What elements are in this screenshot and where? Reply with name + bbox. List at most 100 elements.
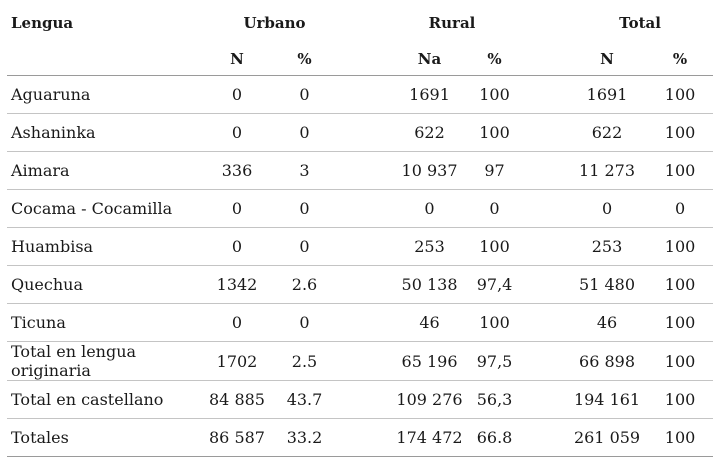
cell-urbano-pct: 3 [299, 161, 310, 180]
header-spacer [517, 4, 567, 42]
cell-rural-pct: 100 [479, 237, 510, 256]
cell-total-n: 0 [601, 199, 613, 218]
sub-header-rural-pct: % [487, 49, 502, 68]
table-row: Huambisa 0 0 253 100 253 100 [7, 228, 714, 266]
cell-rural-n: 65 196 [401, 351, 458, 371]
cell-spacer [342, 190, 387, 228]
header-spacer [342, 4, 387, 42]
cell-urbano-pct: 43.7 [286, 390, 323, 409]
cell-lengua: Aguaruna [11, 85, 91, 104]
cell-spacer [342, 228, 387, 266]
cell-total-pct: 100 [664, 237, 696, 256]
cell-rural-pct: 100 [479, 313, 510, 332]
sub-header-urbano-pct: % [297, 49, 312, 68]
table-row: Quechua 1342 2.6 50 138 97,4 51 480 100 [7, 266, 714, 304]
cell-spacer [342, 342, 387, 381]
cell-total-pct: 100 [664, 351, 696, 371]
cell-total-n: 66 898 [579, 351, 636, 371]
cell-spacer [342, 76, 387, 114]
table-row: Total en lengua originaria 1702 2.5 65 196 9… [7, 342, 714, 381]
cell-rural-pct: 66.8 [476, 428, 513, 447]
sub-header-rural-n: Na [417, 49, 442, 68]
header-lengua: Lengua [11, 14, 74, 32]
cell-rural-n: 50 138 [401, 275, 458, 294]
cell-spacer [517, 152, 567, 190]
cell-urbano-n: 84 885 [209, 390, 265, 409]
sub-header-spacer [517, 42, 567, 76]
cell-rural-n: 622 [414, 123, 445, 142]
cell-rural-pct: 97,4 [476, 275, 513, 294]
cell-total-n: 194 161 [573, 390, 641, 409]
cell-urbano-n: 1342 [216, 275, 258, 294]
cell-total-pct: 100 [664, 275, 696, 294]
cell-spacer [517, 381, 567, 419]
cell-rural-pct: 56,3 [476, 390, 513, 409]
cell-total-pct: 0 [674, 199, 686, 218]
sub-header-row: N % Na % N % [7, 42, 714, 76]
sub-header-empty [7, 42, 207, 76]
cell-rural-pct: 97 [484, 161, 505, 180]
cell-urbano-pct: 2.6 [291, 275, 318, 294]
table-row: Ticuna 0 0 46 100 46 100 [7, 304, 714, 342]
cell-rural-n: 174 472 [396, 428, 463, 447]
cell-spacer [342, 304, 387, 342]
cell-total-pct: 100 [664, 123, 696, 142]
sub-header-total-n: N [600, 49, 614, 68]
cell-lengua: Huambisa [11, 237, 94, 256]
cell-spacer [517, 76, 567, 114]
cell-total-n: 261 059 [573, 428, 641, 447]
cell-total-pct: 100 [664, 428, 696, 447]
sub-header-spacer [342, 42, 387, 76]
cell-rural-n: 1691 [409, 85, 450, 104]
group-header-row: Lengua Urbano Rural Total [7, 4, 713, 42]
cell-total-pct: 100 [664, 85, 696, 104]
table-row: Totales 86 587 33.2 174 472 66.8 261 059 100 [7, 419, 714, 457]
cell-total-n: 253 [591, 237, 623, 256]
cell-lengua: Cocama - Cocamilla [11, 199, 173, 218]
cell-urbano-pct: 0 [299, 85, 310, 104]
cell-urbano-n: 0 [231, 123, 243, 142]
cell-total-pct: 100 [664, 161, 696, 180]
header-rural: Rural [428, 14, 476, 32]
table-row: Ashaninka 0 0 622 100 622 100 [7, 114, 714, 152]
cell-spacer [342, 266, 387, 304]
cell-urbano-n: 0 [231, 237, 243, 256]
cell-urbano-n: 1702 [216, 351, 258, 371]
table-row: Cocama - Cocamilla 0 0 0 0 0 0 [7, 190, 714, 228]
cell-rural-n: 253 [414, 237, 445, 256]
cell-spacer [517, 266, 567, 304]
cell-spacer [342, 381, 387, 419]
cell-urbano-pct: 0 [299, 237, 310, 256]
cell-rural-n: 0 [424, 199, 435, 218]
cell-spacer [517, 114, 567, 152]
cell-urbano-n: 0 [231, 85, 243, 104]
language-distribution-table: Lengua Urbano Rural Total N % Na % N % A… [7, 4, 714, 457]
cell-spacer [342, 419, 387, 457]
cell-total-n: 51 480 [579, 275, 636, 294]
cell-lengua: Ticuna [11, 313, 66, 332]
cell-rural-pct: 0 [489, 199, 500, 218]
table-row: Total en castellano 84 885 43.7 109 276 56,3… [7, 381, 714, 419]
cell-urbano-pct: 0 [299, 199, 310, 218]
table-body: Aguaruna 0 0 1691 100 1691 100 Ashaninka 0 0 622 10… [7, 76, 714, 457]
table-row: Aimara 336 3 10 937 97 11 273 100 [7, 152, 714, 190]
sub-header-total-pct: % [672, 49, 688, 68]
cell-rural-pct: 100 [479, 123, 510, 142]
cell-urbano-n: 0 [231, 313, 243, 332]
cell-spacer [342, 114, 387, 152]
cell-lengua: Totales [11, 428, 69, 447]
cell-lengua: Quechua [11, 275, 83, 294]
sub-header-urbano-n: N [230, 49, 244, 68]
header-urbano: Urbano [243, 14, 306, 32]
cell-urbano-pct: 2.5 [291, 351, 318, 371]
cell-total-pct: 100 [664, 390, 696, 409]
table-row: Aguaruna 0 0 1691 100 1691 100 [7, 76, 714, 114]
cell-urbano-pct: 0 [299, 313, 310, 332]
table-container: Lengua Urbano Rural Total N % Na % N % A… [7, 14, 714, 457]
cell-total-pct: 100 [664, 313, 696, 332]
cell-spacer [342, 152, 387, 190]
cell-rural-n: 109 276 [396, 390, 463, 409]
cell-rural-pct: 97,5 [476, 351, 513, 371]
cell-total-n: 1691 [586, 85, 628, 104]
cell-lengua: Total en lengua originaria [11, 342, 137, 380]
